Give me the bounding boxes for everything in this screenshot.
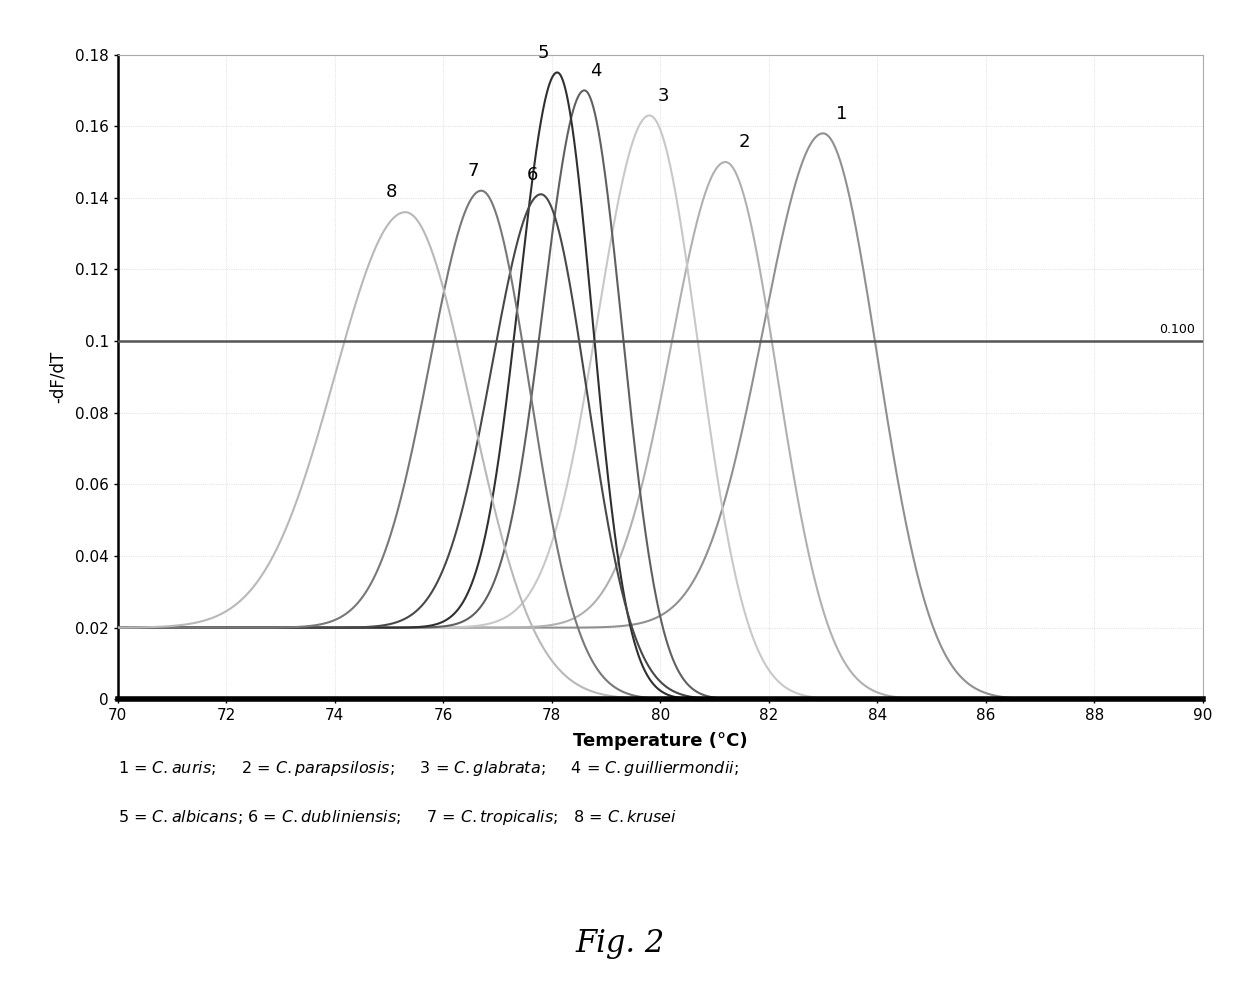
Text: 1: 1 <box>836 104 848 123</box>
Text: 1 = $\it{C. auris}$;     2 = $\it{C. parapsilosis}$;     3 = $\it{C. glabrata}$;: 1 = $\it{C. auris}$; 2 = $\it{C. parapsi… <box>118 759 738 778</box>
Text: 5: 5 <box>538 44 549 62</box>
Text: 7: 7 <box>467 162 479 180</box>
Text: 2: 2 <box>739 133 750 151</box>
Text: 5 = $\it{C. albicans}$; 6 = $\it{C. dubliniensis}$;     7 = $\it{C. tropicalis}$: 5 = $\it{C. albicans}$; 6 = $\it{C. dubl… <box>118 808 677 827</box>
Text: 6: 6 <box>527 166 538 184</box>
Text: 4: 4 <box>590 62 603 79</box>
Y-axis label: -dF/dT: -dF/dT <box>48 351 67 403</box>
Text: 8: 8 <box>386 184 398 201</box>
Text: Fig. 2: Fig. 2 <box>575 928 665 958</box>
X-axis label: Temperature (°C): Temperature (°C) <box>573 732 748 750</box>
Text: 3: 3 <box>657 86 668 105</box>
Text: 0.100: 0.100 <box>1159 322 1194 335</box>
